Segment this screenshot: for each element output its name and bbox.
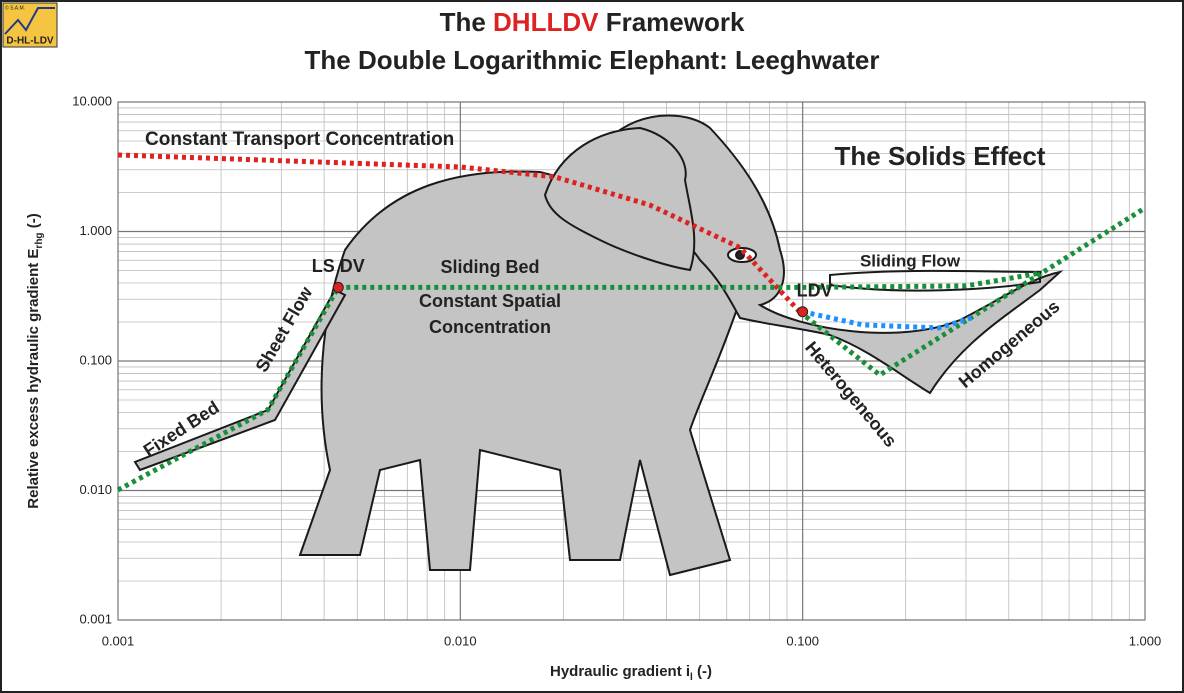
axis-label-text: Relative excess hydraulic gradient E (25, 249, 42, 509)
annotation: The Solids Effect (835, 141, 1046, 171)
page: {"chart_data": { "type": "line", "logo":… (0, 0, 1184, 693)
axis-label-text: Hydraulic gradient i (550, 663, 690, 680)
annotation: Constant Transport Concentration (145, 129, 454, 150)
logo: © S.A.M. D-HL-LDV (3, 3, 57, 47)
point-label: LS DV (312, 256, 365, 276)
chart-title: The DHLLDV Framework (440, 7, 745, 37)
point-marker (333, 282, 343, 292)
annotation: Concentration (429, 317, 551, 337)
x-tick-label: 0.100 (786, 633, 819, 648)
axis-label-suffix: (-) (693, 663, 712, 680)
logo-text: D-HL-LDV (6, 36, 54, 47)
x-tick-label: 1.000 (1129, 633, 1162, 648)
y-tick-label: 1.000 (79, 223, 112, 238)
axis-label-suffix: (-) (25, 213, 42, 232)
chart-subtitle: The Double Logarithmic Elephant: Leeghwa… (305, 45, 880, 75)
annotation: Sliding Bed (441, 257, 540, 277)
point-marker (798, 307, 808, 317)
y-tick-label: 0.010 (79, 482, 112, 497)
axis-label-sub: rhg (34, 232, 45, 248)
y-tick-label: 10.000 (72, 93, 112, 108)
x-tick-label: 0.001 (102, 633, 135, 648)
annotation: Sliding Flow (860, 251, 961, 270)
annotation: Constant Spatial (419, 291, 561, 311)
y-tick-label: 0.100 (79, 352, 112, 367)
x-tick-label: 0.010 (444, 633, 477, 648)
y-tick-label: 0.001 (79, 611, 112, 626)
point-label: LDV (797, 281, 833, 301)
chart: © S.A.M. D-HL-LDV The DHLLDV Framework T… (0, 0, 1184, 693)
title-part: DHLLDV (493, 7, 599, 37)
title-part: Framework (598, 7, 744, 37)
title-part: The (440, 7, 493, 37)
logo-copyright: © S.A.M. (5, 4, 25, 11)
